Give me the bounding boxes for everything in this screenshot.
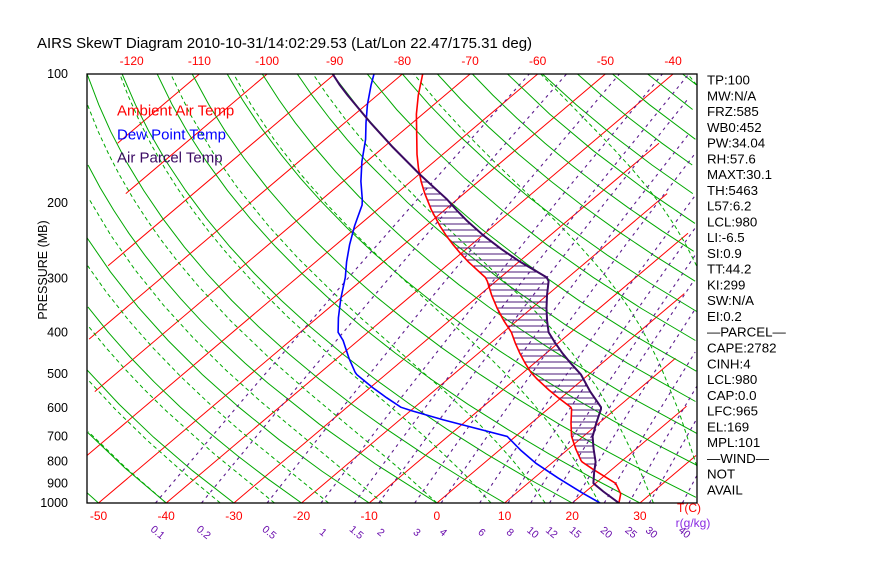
svg-text:PW:34.04: PW:34.04	[707, 136, 765, 151]
svg-text:SW:N/A: SW:N/A	[707, 293, 754, 308]
svg-text:-30: -30	[225, 509, 243, 523]
svg-text:Dew Point Temp: Dew Point Temp	[117, 127, 226, 144]
svg-text:-100: -100	[255, 54, 279, 68]
svg-text:LFC:965: LFC:965	[707, 404, 758, 419]
svg-text:1000: 1000	[40, 496, 68, 510]
svg-text:-40: -40	[158, 509, 176, 523]
svg-text:700: 700	[47, 430, 68, 444]
svg-text:r(g/kg): r(g/kg)	[676, 516, 711, 530]
svg-text:-80: -80	[394, 54, 412, 68]
svg-text:-10: -10	[361, 509, 379, 523]
svg-text:—WIND—: —WIND—	[707, 451, 770, 466]
svg-text:—PARCEL—: —PARCEL—	[707, 325, 787, 340]
svg-text:CAP:0.0: CAP:0.0	[707, 388, 757, 403]
svg-text:T(C): T(C)	[677, 501, 701, 515]
svg-text:EL:169: EL:169	[707, 419, 749, 434]
svg-text:-70: -70	[461, 54, 479, 68]
svg-text:200: 200	[47, 196, 68, 210]
svg-text:SI:0.9: SI:0.9	[707, 246, 742, 261]
svg-text:MW:N/A: MW:N/A	[707, 88, 756, 103]
svg-text:MPL:101: MPL:101	[707, 435, 760, 450]
svg-text:L57:6.2: L57:6.2	[707, 199, 751, 214]
svg-text:TT:44.2: TT:44.2	[707, 262, 751, 277]
svg-text:AVAIL: AVAIL	[707, 482, 743, 497]
svg-text:CAPE:2782: CAPE:2782	[707, 341, 776, 356]
svg-text:900: 900	[47, 476, 68, 490]
svg-text:400: 400	[47, 325, 68, 339]
svg-text:-90: -90	[326, 54, 344, 68]
svg-text:FRZ:585: FRZ:585	[707, 104, 759, 119]
svg-text:Air Parcel Temp: Air Parcel Temp	[117, 149, 223, 166]
svg-text:WB0:452: WB0:452	[707, 120, 762, 135]
svg-text:100: 100	[47, 67, 68, 81]
svg-text:CINH:4: CINH:4	[707, 356, 751, 371]
svg-text:-40: -40	[664, 54, 682, 68]
svg-text:Ambient Air Temp: Ambient Air Temp	[117, 103, 234, 120]
svg-text:-110: -110	[188, 54, 211, 68]
svg-text:-50: -50	[597, 54, 615, 68]
svg-text:KI:299: KI:299	[707, 278, 745, 293]
svg-text:RH:57.6: RH:57.6	[707, 151, 756, 166]
svg-text:10: 10	[498, 509, 512, 523]
svg-text:AIRS SkewT Diagram 2010-10-31/: AIRS SkewT Diagram 2010-10-31/14:02:29.5…	[37, 35, 532, 52]
svg-text:-50: -50	[90, 509, 108, 523]
svg-text:LCL:980: LCL:980	[707, 372, 757, 387]
svg-text:500: 500	[47, 367, 68, 381]
svg-text:600: 600	[47, 401, 68, 415]
svg-text:LI:-6.5: LI:-6.5	[707, 230, 745, 245]
svg-text:-120: -120	[120, 54, 144, 68]
svg-text:NOT: NOT	[707, 467, 735, 482]
svg-text:TH:5463: TH:5463	[707, 183, 758, 198]
svg-text:LCL:980: LCL:980	[707, 214, 757, 229]
svg-text:-20: -20	[293, 509, 311, 523]
svg-text:TP:100: TP:100	[707, 73, 750, 88]
svg-text:EI:0.2: EI:0.2	[707, 309, 742, 324]
svg-text:MAXT:30.1: MAXT:30.1	[707, 167, 772, 182]
svg-text:800: 800	[47, 454, 68, 468]
svg-text:PRESSURE (MB): PRESSURE (MB)	[36, 220, 50, 319]
svg-text:30: 30	[633, 509, 647, 523]
svg-text:20: 20	[566, 509, 580, 523]
svg-text:0: 0	[434, 509, 441, 523]
svg-text:-60: -60	[529, 54, 547, 68]
svg-text:300: 300	[47, 272, 68, 286]
